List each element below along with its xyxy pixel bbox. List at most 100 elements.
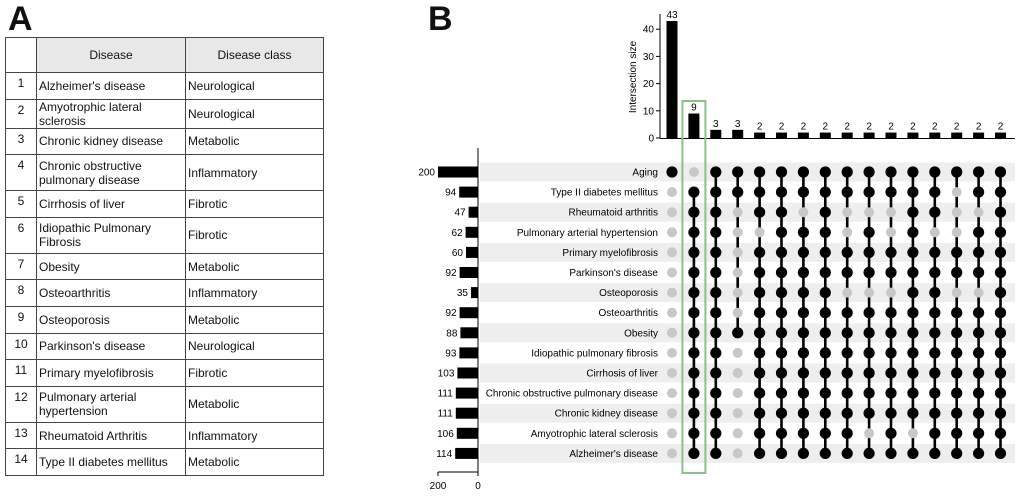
disease-class-cell: Neurological (185, 98, 324, 129)
matrix-dot-filled (929, 407, 941, 419)
matrix-dot-filled (951, 327, 963, 339)
matrix-dot-filled (863, 226, 875, 238)
matrix-dot-empty (667, 307, 677, 318)
matrix-dot-filled (688, 186, 700, 198)
matrix-dot-empty (732, 307, 743, 318)
disease-name-cell: Amyotrophic lateral sclerosis (36, 98, 186, 129)
row-number-cell: 7 (5, 252, 37, 281)
intersection-axis-tick-label: 10 (643, 106, 655, 117)
disease-name-cell: Primary myelofibrosis (36, 359, 186, 387)
matrix-dot-filled (775, 427, 788, 439)
set-name-label: Obesity (624, 328, 658, 339)
matrix-dot-filled (754, 367, 766, 379)
matrix-dot-filled (929, 367, 941, 379)
matrix-dot-filled (929, 266, 941, 279)
matrix-dot-filled (710, 427, 722, 439)
matrix-dot-filled (710, 246, 722, 258)
set-size-label: 111 (438, 389, 454, 400)
disease-name-cell: Type II diabetes mellitus (36, 448, 186, 476)
matrix-dot-filled (710, 307, 722, 319)
matrix-dot-filled (775, 307, 788, 319)
intersection-bar-label: 2 (888, 122, 894, 133)
matrix-dot-filled (973, 166, 985, 178)
intersection-bar (776, 132, 787, 138)
row-number-cell: 3 (5, 127, 37, 156)
matrix-dot-filled (797, 347, 810, 359)
matrix-dot-filled (907, 287, 919, 299)
table-row: 9 Osteoporosis Metabolic (5, 305, 324, 334)
matrix-dot-empty (667, 368, 677, 378)
set-size-label: 114 (436, 449, 452, 460)
matrix-dot-filled (775, 246, 788, 258)
set-name-label: Alzheimer's disease (569, 449, 658, 460)
matrix-dot-filled (994, 166, 1007, 178)
matrix-dot-filled (775, 226, 788, 238)
matrix-dot-filled (688, 347, 700, 359)
matrix-dot-filled (994, 206, 1007, 218)
matrix-dot-empty (907, 428, 918, 439)
set-size-label: 106 (437, 429, 454, 440)
matrix-dot-filled (841, 246, 853, 258)
intersection-bar (995, 132, 1006, 138)
matrix-dot-filled (929, 166, 941, 178)
matrix-dot-empty (842, 287, 853, 298)
matrix-dot-empty (951, 227, 962, 238)
matrix-dot-filled (907, 347, 919, 359)
matrix-dot-empty (667, 207, 677, 218)
set-size-bar (468, 206, 478, 218)
matrix-dot-filled (754, 186, 766, 198)
matrix-dot-filled (841, 166, 853, 178)
intersection-bar-label: 2 (954, 122, 960, 133)
matrix-dot-filled (885, 447, 897, 459)
set-size-bar (457, 367, 478, 379)
set-size-bar (455, 447, 478, 459)
set-size-label: 88 (446, 328, 458, 339)
matrix-dot-filled (951, 347, 963, 359)
matrix-dot-empty (667, 448, 677, 459)
matrix-dot-empty (864, 207, 875, 218)
matrix-dot-filled (775, 327, 788, 339)
matrix-dot-filled (907, 186, 919, 198)
matrix-dot-filled (819, 226, 831, 238)
matrix-dot-filled (819, 206, 831, 218)
matrix-dot-empty (688, 167, 699, 177)
intersection-bar (819, 132, 831, 138)
matrix-dot-filled (994, 427, 1007, 439)
matrix-dot-filled (775, 266, 788, 279)
matrix-dot-filled (688, 367, 700, 379)
matrix-dot-filled (951, 407, 963, 419)
disease-class-cell: Inflammatory (185, 154, 324, 192)
intersection-axis-tick-label: 40 (643, 25, 655, 36)
matrix-dot-filled (929, 206, 941, 218)
matrix-dot-filled (863, 407, 875, 419)
matrix-dot-filled (775, 287, 788, 299)
intersection-bar-label: 2 (866, 122, 872, 133)
matrix-dot-empty (667, 408, 677, 419)
set-name-label: Cirrhosis of liver (586, 369, 658, 380)
matrix-dot-empty (973, 287, 984, 298)
matrix-dot-filled (754, 307, 766, 319)
matrix-dot-filled (951, 447, 963, 459)
disease-class-cell: Fibrotic (185, 359, 324, 387)
matrix-dot-filled (907, 327, 919, 339)
matrix-dot-filled (754, 266, 766, 279)
panel-label-a: A (8, 0, 33, 38)
matrix-dot-filled (797, 427, 810, 439)
set-size-label: 35 (457, 288, 469, 299)
row-number-cell: 13 (5, 421, 37, 450)
matrix-dot-filled (819, 186, 831, 198)
matrix-dot-filled (841, 347, 853, 359)
matrix-dot-filled (710, 407, 722, 419)
intersection-bar (710, 129, 722, 138)
matrix-dot-filled (994, 367, 1007, 379)
set-size-label: 111 (438, 409, 454, 420)
intersection-bar-label: 9 (691, 103, 697, 114)
set-size-label: 92 (445, 308, 457, 319)
intersection-bar (951, 132, 963, 138)
matrix-dot-filled (863, 166, 875, 178)
matrix-dot-filled (775, 166, 788, 178)
matrix-dot-empty (754, 227, 765, 238)
disease-class-cell: Inflammatory (185, 421, 324, 450)
set-name-label: Idiopathic pulmonary fibrosis (531, 348, 658, 359)
set-size-label: 62 (451, 228, 463, 239)
